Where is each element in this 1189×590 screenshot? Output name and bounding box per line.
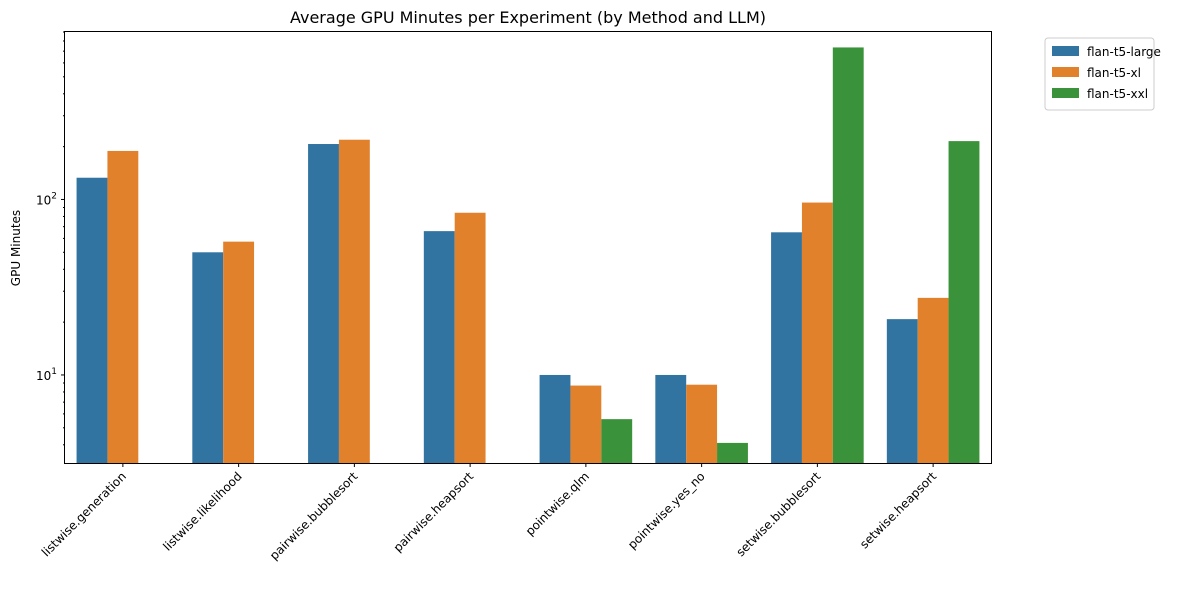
legend-swatch-flan-t5-large	[1052, 46, 1079, 56]
bar-flan-t5-large-listwise.likelihood	[192, 252, 224, 463]
bar-flan-t5-xxl-pointwise.yes_no	[717, 442, 748, 463]
bar-flan-t5-xl-pairwise.heapsort	[454, 212, 486, 463]
legend-label-flan-t5-large: flan-t5-large	[1087, 45, 1161, 59]
bars-layer	[76, 47, 980, 464]
y-tick-label: 102	[36, 191, 57, 207]
x-tick-label: setwise.bubblesort	[733, 469, 823, 559]
bar-flan-t5-large-pointwise.qlm	[539, 374, 571, 463]
bar-flan-t5-xl-pairwise.bubblesort	[338, 139, 370, 463]
bar-flan-t5-large-setwise.bubblesort	[771, 232, 802, 463]
y-tick-label: 101	[36, 367, 57, 383]
bar-flan-t5-xxl-setwise.bubblesort	[832, 47, 864, 463]
bar-flan-t5-xl-listwise.likelihood	[223, 241, 255, 463]
legend-label-flan-t5-xl: flan-t5-xl	[1087, 66, 1141, 80]
bar-flan-t5-xxl-setwise.heapsort	[948, 141, 980, 463]
x-tick-label: listwise.likelihood	[160, 469, 244, 553]
bar-flan-t5-xl-setwise.heapsort	[917, 297, 949, 463]
bar-flan-t5-large-listwise.generation	[76, 177, 108, 464]
x-tick-label: pairwise.heapsort	[391, 469, 477, 555]
bar-flan-t5-xxl-pointwise.qlm	[601, 419, 633, 463]
bar-flan-t5-xl-pointwise.qlm	[570, 385, 602, 463]
x-tick-label: pointwise.qlm	[523, 469, 592, 538]
x-tick-label: setwise.heapsort	[857, 469, 939, 551]
x-tick-label: pairwise.bubblesort	[267, 469, 361, 563]
legend-swatch-flan-t5-xl	[1052, 67, 1079, 77]
bar-flan-t5-xl-listwise.generation	[107, 150, 139, 463]
y-axis-label: GPU Minutes	[9, 210, 23, 286]
x-tick-label: pointwise.yes_no	[625, 469, 708, 552]
bar-flan-t5-large-setwise.heapsort	[886, 319, 918, 463]
bar-flan-t5-large-pairwise.heapsort	[423, 231, 455, 463]
bar-flan-t5-xl-setwise.bubblesort	[801, 202, 833, 463]
legend: flan-t5-large flan-t5-xl flan-t5-xxl	[1044, 37, 1161, 111]
x-tick-label: listwise.generation	[39, 469, 129, 559]
chart-title: Average GPU Minutes per Experiment (by M…	[290, 8, 766, 27]
legend-swatch-flan-t5-xxl	[1052, 88, 1079, 98]
bar-flan-t5-large-pointwise.yes_no	[655, 374, 687, 463]
bar-flan-t5-xl-pointwise.yes_no	[686, 384, 718, 463]
plot-frame	[64, 31, 992, 464]
bar-flan-t5-large-pairwise.bubblesort	[308, 144, 339, 463]
legend-label-flan-t5-xxl: flan-t5-xxl	[1087, 87, 1148, 101]
